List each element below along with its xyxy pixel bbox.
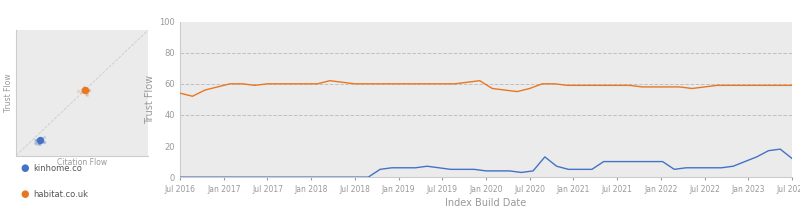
Point — [34, 137, 46, 140]
Point — [29, 138, 42, 142]
Point — [82, 88, 94, 92]
Point — [76, 88, 89, 91]
Point — [82, 89, 95, 92]
Point — [79, 90, 92, 93]
Point — [79, 87, 92, 90]
Text: ●: ● — [20, 164, 29, 173]
Point — [30, 138, 43, 142]
Point — [32, 141, 45, 145]
Point — [33, 139, 46, 143]
Point — [78, 88, 90, 92]
Point — [71, 89, 84, 93]
Point — [32, 138, 45, 142]
Point — [34, 139, 47, 142]
Point — [82, 88, 95, 91]
Y-axis label: Trust Flow: Trust Flow — [146, 75, 155, 124]
Point — [30, 138, 42, 141]
Point — [38, 140, 50, 143]
Point — [30, 141, 42, 145]
Point — [38, 140, 50, 144]
Point — [77, 89, 90, 93]
Point — [78, 89, 91, 92]
Point — [81, 94, 94, 97]
Point — [33, 141, 46, 144]
Point — [81, 89, 94, 93]
Point — [75, 90, 88, 94]
Point — [28, 141, 41, 145]
Point — [35, 138, 48, 141]
Point — [78, 85, 90, 88]
Point — [33, 140, 46, 143]
Point — [81, 91, 94, 94]
Point — [78, 86, 90, 90]
Text: habitat.co.uk: habitat.co.uk — [34, 190, 89, 199]
Point — [34, 137, 47, 141]
Point — [79, 89, 92, 93]
Point — [31, 139, 44, 143]
Point — [80, 87, 93, 91]
Text: ●: ● — [20, 189, 29, 199]
Point — [79, 92, 92, 96]
Y-axis label: Trust Flow: Trust Flow — [4, 74, 14, 112]
Point — [38, 135, 50, 139]
Point — [34, 139, 46, 142]
Text: kinhome.co: kinhome.co — [34, 164, 82, 173]
X-axis label: Index Build Date: Index Build Date — [446, 198, 526, 208]
Point — [77, 90, 90, 93]
Point — [77, 90, 90, 93]
Point — [81, 91, 94, 94]
Point — [34, 142, 46, 146]
Point — [32, 141, 45, 144]
Point — [33, 140, 46, 143]
Point — [34, 138, 47, 142]
Point — [32, 142, 45, 146]
Point — [32, 137, 45, 141]
Point — [78, 86, 91, 90]
X-axis label: Citation Flow: Citation Flow — [57, 158, 107, 167]
Point — [35, 139, 48, 142]
Point — [78, 88, 91, 91]
Point — [80, 88, 93, 92]
Point — [75, 88, 88, 91]
